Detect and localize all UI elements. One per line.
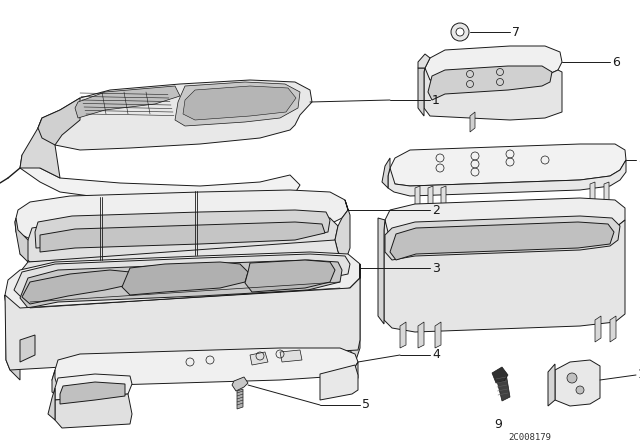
Text: 2: 2 — [432, 203, 440, 216]
Polygon shape — [350, 264, 360, 360]
Polygon shape — [595, 316, 601, 342]
Polygon shape — [418, 54, 430, 68]
Text: 3: 3 — [432, 262, 440, 275]
Polygon shape — [232, 377, 248, 391]
Polygon shape — [60, 382, 125, 404]
Polygon shape — [384, 220, 625, 332]
Text: 5: 5 — [362, 399, 370, 412]
Polygon shape — [35, 210, 330, 248]
Text: 6: 6 — [612, 56, 620, 69]
Polygon shape — [352, 362, 358, 384]
Polygon shape — [400, 322, 406, 348]
Text: 1: 1 — [432, 94, 440, 107]
Polygon shape — [415, 186, 420, 212]
Polygon shape — [424, 46, 562, 84]
Polygon shape — [55, 374, 132, 400]
Polygon shape — [75, 86, 180, 118]
Polygon shape — [48, 388, 55, 420]
Polygon shape — [388, 160, 626, 196]
Polygon shape — [428, 66, 552, 100]
Text: 8: 8 — [638, 154, 640, 167]
Polygon shape — [5, 278, 360, 370]
Polygon shape — [610, 316, 616, 342]
Polygon shape — [335, 200, 350, 262]
Polygon shape — [20, 118, 60, 178]
Polygon shape — [604, 182, 609, 207]
Polygon shape — [15, 218, 28, 262]
Polygon shape — [418, 68, 425, 116]
Polygon shape — [280, 350, 302, 362]
Polygon shape — [384, 198, 625, 240]
Circle shape — [456, 28, 464, 36]
Polygon shape — [320, 365, 358, 400]
Polygon shape — [435, 322, 441, 348]
Polygon shape — [390, 222, 614, 260]
Polygon shape — [441, 186, 446, 212]
Polygon shape — [470, 112, 475, 132]
Polygon shape — [38, 80, 312, 150]
Polygon shape — [378, 218, 385, 324]
Text: 4: 4 — [432, 349, 440, 362]
Polygon shape — [52, 348, 358, 388]
Text: 7: 7 — [512, 26, 520, 39]
Polygon shape — [418, 322, 424, 348]
Text: 2C008179: 2C008179 — [509, 433, 552, 442]
Polygon shape — [22, 270, 130, 304]
Polygon shape — [20, 240, 345, 284]
Polygon shape — [548, 364, 555, 406]
Polygon shape — [40, 222, 325, 252]
Polygon shape — [492, 367, 508, 383]
Polygon shape — [250, 352, 268, 365]
Polygon shape — [496, 373, 510, 401]
Polygon shape — [52, 370, 58, 396]
Polygon shape — [14, 254, 350, 298]
Polygon shape — [55, 394, 132, 428]
Polygon shape — [122, 262, 248, 295]
Polygon shape — [5, 252, 360, 312]
Polygon shape — [38, 98, 80, 145]
Polygon shape — [424, 68, 562, 120]
Circle shape — [451, 23, 469, 41]
Polygon shape — [5, 295, 20, 380]
Polygon shape — [15, 190, 348, 238]
Circle shape — [576, 386, 584, 394]
Polygon shape — [382, 158, 390, 188]
Polygon shape — [555, 360, 600, 406]
Polygon shape — [20, 155, 300, 204]
Polygon shape — [388, 144, 626, 186]
Text: 10: 10 — [638, 369, 640, 382]
Polygon shape — [385, 216, 620, 260]
Polygon shape — [428, 186, 433, 212]
Polygon shape — [237, 389, 243, 409]
Polygon shape — [183, 86, 296, 120]
Polygon shape — [590, 182, 595, 207]
Polygon shape — [20, 260, 342, 308]
Polygon shape — [245, 260, 335, 292]
Circle shape — [567, 373, 577, 383]
Text: 9: 9 — [494, 418, 502, 431]
Polygon shape — [20, 335, 35, 362]
Polygon shape — [175, 82, 300, 126]
Polygon shape — [20, 215, 338, 262]
